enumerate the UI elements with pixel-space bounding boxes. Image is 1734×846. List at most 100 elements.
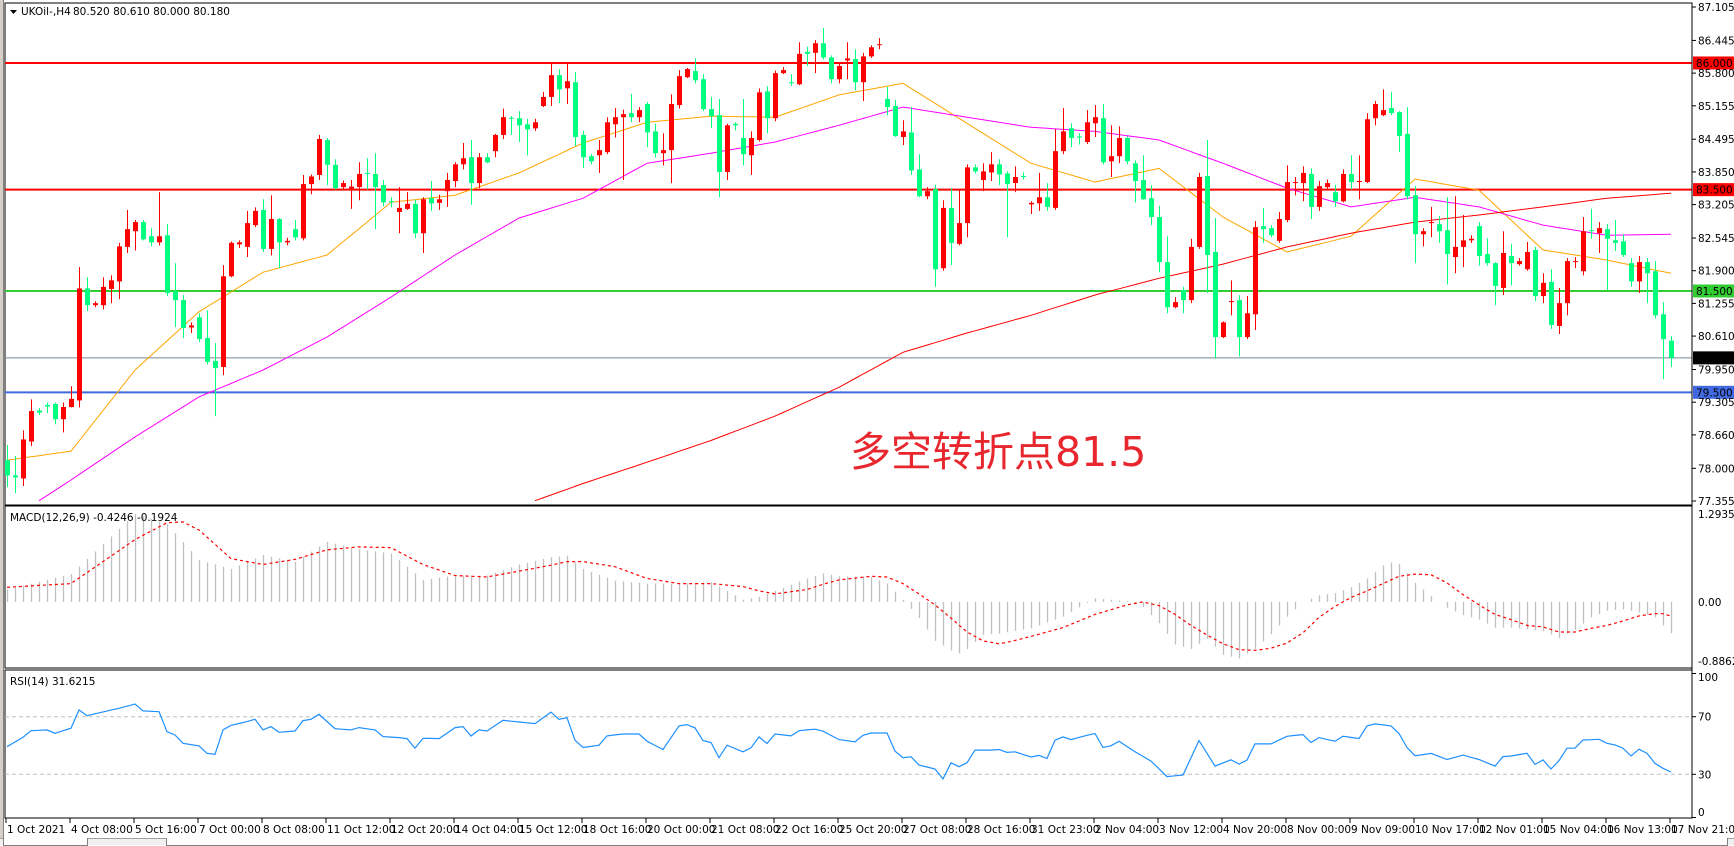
candle[interactable] [333,159,338,190]
candle[interactable] [285,237,290,246]
candle[interactable] [477,153,482,189]
candle[interactable] [661,133,666,166]
candle[interactable] [997,159,1002,186]
candle[interactable] [917,154,922,198]
candle[interactable] [1501,231,1506,296]
candle[interactable] [1197,172,1202,249]
candle[interactable] [685,68,690,79]
candle[interactable] [589,154,594,165]
candle[interactable] [1597,222,1602,253]
candle[interactable] [1325,179,1330,190]
candle[interactable] [981,163,986,192]
candle[interactable] [989,152,994,182]
candle[interactable] [21,430,26,487]
candle[interactable] [1589,208,1594,239]
candle[interactable] [1509,243,1514,286]
candle[interactable] [1525,241,1530,271]
candle[interactable] [605,117,610,155]
candle[interactable] [1109,125,1114,177]
candle[interactable] [397,187,402,234]
candle[interactable] [1381,89,1386,117]
candle[interactable] [405,192,410,210]
candle[interactable] [1541,273,1546,304]
candle[interactable] [309,174,314,195]
candle[interactable] [1445,197,1450,285]
candle[interactable] [517,111,522,143]
candle[interactable] [317,134,322,181]
candle[interactable] [109,275,114,304]
candle[interactable] [1461,214,1466,268]
candle[interactable] [1125,136,1130,165]
candle[interactable] [461,143,466,170]
candle[interactable] [1477,222,1482,266]
candle[interactable] [693,58,698,84]
candle[interactable] [1205,140,1210,294]
candle[interactable] [749,131,754,175]
candle[interactable] [901,120,906,146]
candle[interactable] [325,137,330,186]
candle[interactable] [1165,236,1170,314]
candle[interactable] [1141,155,1146,200]
candle[interactable] [621,109,626,181]
candle[interactable] [229,241,234,278]
candle[interactable] [701,74,706,112]
candle[interactable] [133,220,138,251]
candle[interactable] [1653,261,1658,319]
candle[interactable] [29,399,34,447]
candle[interactable] [181,295,186,339]
candle[interactable] [877,38,882,50]
candle[interactable] [1581,217,1586,276]
candle[interactable] [909,107,914,175]
candle[interactable] [501,108,506,139]
candle[interactable] [77,267,82,408]
candle[interactable] [1533,246,1538,302]
candle[interactable] [1493,262,1498,306]
candle[interactable] [1293,176,1298,196]
chart-tab[interactable] [3,838,88,846]
candle[interactable] [141,220,146,241]
candle[interactable] [1013,166,1018,193]
candle[interactable] [1277,211,1282,243]
candle[interactable] [757,88,762,142]
candle[interactable] [1373,100,1378,126]
candle[interactable] [349,180,354,209]
candle[interactable] [1485,238,1490,266]
candle[interactable] [1549,269,1554,329]
candle[interactable] [1221,321,1226,339]
candle[interactable] [813,40,818,74]
candle[interactable] [61,402,66,433]
candle[interactable] [629,93,634,123]
candle[interactable] [861,52,866,101]
candle[interactable] [125,209,130,253]
candle[interactable] [565,62,570,105]
candle[interactable] [189,322,194,334]
candle[interactable] [197,313,202,343]
candle[interactable] [213,343,218,417]
candle[interactable] [277,218,282,269]
candle[interactable] [653,123,658,158]
candle[interactable] [1405,107,1410,200]
candle[interactable] [973,164,978,174]
candle[interactable] [1237,295,1242,357]
candle[interactable] [1429,206,1434,238]
candle[interactable] [853,49,858,91]
candle[interactable] [1341,169,1346,203]
candle[interactable] [957,190,962,246]
candle[interactable] [261,199,266,252]
candle[interactable] [429,181,434,211]
candle[interactable] [205,310,210,365]
candle[interactable] [1565,258,1570,316]
candle[interactable] [421,197,426,253]
candle[interactable] [837,62,842,84]
candle[interactable] [869,45,874,58]
candle[interactable] [781,67,786,75]
candle[interactable] [1077,133,1082,145]
candle[interactable] [221,265,226,376]
candle[interactable] [1613,220,1618,251]
candle[interactable] [1517,258,1522,266]
candle[interactable] [645,102,650,148]
candle[interactable] [1181,286,1186,314]
candle[interactable] [173,263,178,327]
candle[interactable] [13,456,18,494]
